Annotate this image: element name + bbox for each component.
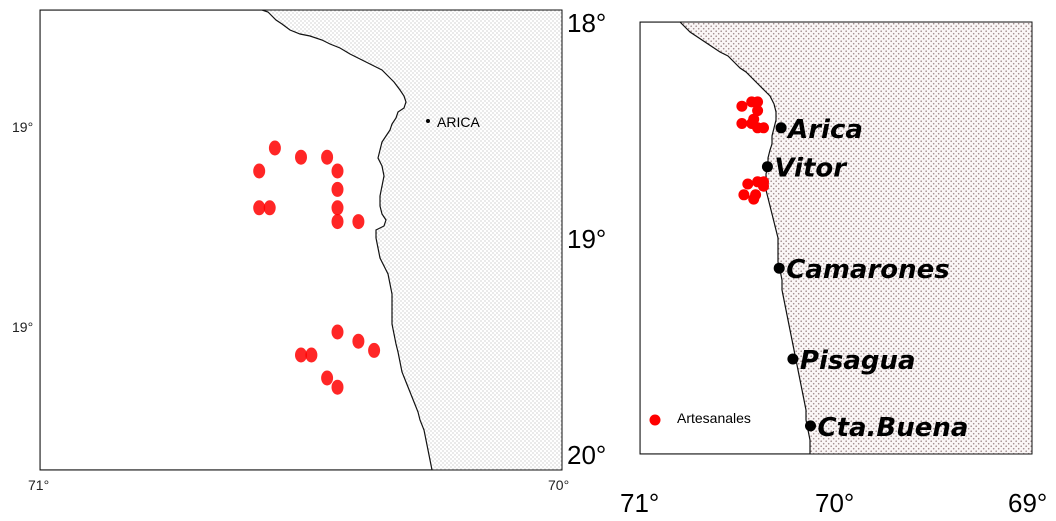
right-frame	[639, 21, 1033, 455]
left-marker	[331, 200, 344, 216]
town-point	[773, 262, 785, 274]
left-x-tick-2: 70°	[548, 477, 569, 493]
right-markers	[736, 96, 769, 205]
left-x-tick-1: 71°	[28, 477, 49, 493]
town-label: Arica	[786, 115, 863, 145]
left-marker	[331, 181, 344, 197]
right-marker	[736, 118, 748, 129]
right-marker	[752, 105, 764, 117]
left-land	[40, 10, 433, 470]
town-label: Pisagua	[800, 346, 916, 376]
right-x-tick-3: 69°	[1008, 488, 1047, 518]
arica-label-left: ARICA	[437, 114, 480, 130]
right-x-tick-2: 70°	[815, 488, 854, 518]
town-point	[805, 420, 816, 432]
town-point	[775, 122, 787, 134]
left-marker	[331, 214, 344, 230]
left-y-tick-1: 19°	[12, 119, 33, 135]
town-point	[761, 161, 773, 173]
right-y-tick-2: 19°	[567, 224, 606, 254]
town-label: Cta.Buena	[818, 413, 969, 443]
right-towns: Arica Vitor Camarones Pisagua Cta.Buena	[761, 115, 969, 443]
left-marker	[263, 200, 276, 216]
right-marker	[738, 189, 750, 201]
right-marker	[758, 180, 769, 192]
left-marker	[253, 163, 266, 179]
left-marker	[295, 347, 307, 363]
legend-label: Artesanales	[677, 410, 751, 426]
arica-point-left	[426, 119, 430, 123]
left-marker	[321, 370, 334, 386]
right-y-tick-1: 18°	[567, 8, 606, 38]
right-x-tick-1: 71°	[620, 488, 659, 518]
left-marker	[331, 379, 344, 395]
right-marker	[750, 189, 762, 201]
left-marker	[352, 214, 365, 230]
left-marker	[331, 324, 344, 340]
left-markers	[253, 140, 381, 395]
right-marker	[736, 100, 748, 112]
left-marker	[321, 149, 334, 165]
left-map: ARICA 19° 19° 71° 70°	[12, 9, 569, 493]
left-marker	[295, 149, 307, 165]
left-y-tick-2: 19°	[12, 319, 33, 335]
right-marker	[752, 96, 764, 108]
right-y-tick-3: 20°	[567, 440, 606, 470]
legend-marker	[649, 414, 661, 426]
left-marker	[305, 347, 318, 363]
town-label: Camarones	[786, 255, 950, 285]
left-marker	[368, 342, 381, 358]
left-marker	[352, 333, 365, 349]
town-point	[787, 353, 799, 365]
right-marker	[758, 122, 769, 134]
right-marker	[746, 118, 758, 129]
left-frame	[39, 9, 563, 471]
right-marker	[742, 178, 754, 190]
left-marker	[268, 140, 281, 156]
left-marker	[253, 200, 266, 216]
left-marker	[331, 163, 344, 179]
right-map: Arica Vitor Camarones Pisagua Cta.Buena Arte…	[567, 8, 1047, 518]
town-label: Vitor	[774, 154, 848, 184]
